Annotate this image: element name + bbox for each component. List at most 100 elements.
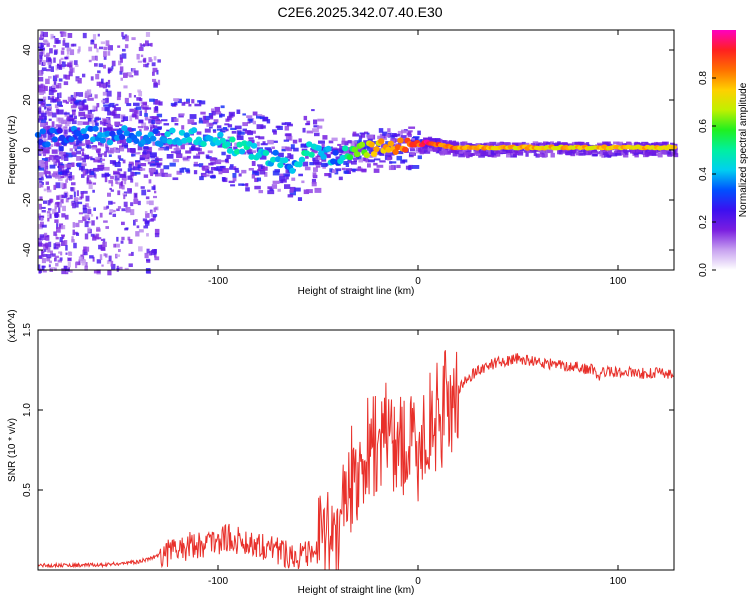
spectrogram-cell: [347, 151, 354, 156]
spectrogram-cell: [140, 54, 144, 58]
spectrogram-cell: [55, 263, 59, 267]
spectrogram-cell: [96, 48, 99, 53]
spectrogram-cell: [61, 61, 66, 67]
spectrogram-cell: [99, 120, 103, 125]
spectrogram-cell: [43, 200, 48, 204]
spectrogram-cell: [597, 142, 602, 145]
spectrogram-cell: [256, 141, 260, 147]
spectrogram-cell: [43, 249, 47, 252]
spectrogram-cell: [357, 155, 362, 160]
spectrogram-ridge-point: [99, 137, 107, 144]
spectrogram-cell: [41, 175, 44, 179]
spectrogram-cell: [128, 93, 132, 98]
spectrogram-ridge-point: [330, 158, 337, 165]
spectrogram-cell: [42, 251, 45, 254]
spectrogram-cell: [95, 73, 100, 80]
spectrogram-cell: [42, 243, 46, 247]
spectrogram-cell: [72, 43, 77, 47]
spectrogram-ridge-point: [207, 135, 214, 142]
spectrogram-cell: [198, 120, 203, 124]
spectrogram-cell: [56, 201, 61, 208]
spectrogram-cell: [117, 155, 122, 159]
spectrogram-y-ticks: -40 -20 0 20 40: [22, 44, 674, 257]
spectrogram-cell: [43, 169, 47, 175]
spectrogram-cell: [172, 177, 179, 181]
spectrogram-cell: [70, 98, 76, 101]
spectrogram-cell: [149, 200, 154, 206]
spectrogram-cell: [51, 121, 55, 128]
spectrogram-cell: [69, 171, 73, 178]
spectrogram-cell: [142, 107, 149, 110]
spectrogram-cell: [55, 84, 60, 89]
spectrogram-cell: [486, 142, 493, 148]
spectrogram-cell: [221, 177, 226, 182]
spectrogram-cell: [49, 154, 54, 161]
spectrogram-cell: [72, 102, 78, 108]
spectrogram-cell: [390, 138, 397, 144]
spectrogram-cell: [98, 63, 104, 68]
spectrogram-cell: [148, 179, 152, 184]
spectrogram-cell: [649, 150, 657, 155]
spectrogram-cell: [82, 169, 87, 176]
spectrogram-ridge-point: [246, 140, 253, 147]
spectrogram-cell: [160, 168, 164, 174]
spectrogram-cell: [351, 161, 357, 165]
spectrogram-cell: [38, 98, 43, 104]
spectrogram-cell: [156, 113, 163, 118]
spectrogram-cell: [220, 105, 225, 109]
spectrogram-ridge-point: [126, 137, 133, 144]
spectrogram-cell: [283, 139, 290, 142]
spectrogram-cell: [514, 150, 519, 156]
spectrogram-cell: [72, 222, 76, 228]
spectrogram-cell: [236, 109, 241, 114]
spectrogram-cell: [540, 151, 545, 155]
spectrogram-cell: [343, 161, 348, 165]
spectrogram-cell: [541, 153, 547, 158]
spectrogram-cell: [80, 192, 84, 199]
spectrogram-cell: [70, 43, 74, 47]
spectrogram-cell: [580, 142, 587, 147]
spectrogram-cell: [121, 32, 124, 37]
spectrogram-cell: [72, 229, 75, 236]
spectrogram-cell: [142, 150, 147, 155]
spectrogram-cell: [187, 119, 195, 125]
spectrogram-cell: [232, 176, 237, 182]
spectrogram-cell: [317, 118, 325, 122]
spectrogram-cell: [122, 193, 127, 196]
spectrogram-cell: [124, 267, 129, 271]
spectrogram-cell: [78, 111, 86, 117]
spectrogram-cell: [152, 67, 158, 73]
spectrogram-cell: [102, 241, 107, 248]
spectrogram-cell: [84, 265, 88, 271]
spectrogram-cell: [40, 99, 46, 103]
spectrogram-cell: [102, 153, 107, 156]
spectrogram-cell: [386, 133, 390, 137]
spectrogram-cell: [101, 173, 107, 178]
spectrogram-cell: [567, 149, 572, 153]
spectrogram-cell: [143, 63, 147, 68]
spectrogram-cell: [578, 152, 586, 156]
spectrogram-ridge-point: [75, 130, 83, 137]
spectrogram-cell: [152, 78, 157, 82]
spectrogram-cell: [224, 158, 229, 162]
spectrogram-cell: [49, 164, 56, 169]
spectrogram-cell: [99, 212, 103, 218]
spectrogram-cell: [252, 111, 258, 116]
spectrogram-cell: [55, 64, 59, 71]
spectrogram-cell: [446, 142, 453, 146]
spectrogram-cell: [352, 131, 357, 136]
spectrogram-cell: [48, 106, 52, 110]
spectrogram-cell: [41, 265, 46, 268]
spectrogram-cell: [69, 114, 74, 118]
spectrogram-ridge-point: [238, 148, 246, 155]
spectrogram-cell: [46, 103, 52, 107]
spectrogram-cell: [53, 171, 61, 175]
spectrogram-cell: [133, 219, 136, 226]
spectrogram-cell: [267, 190, 275, 195]
spectrogram-cell: [424, 138, 431, 141]
spectrogram-cell: [96, 81, 101, 86]
spectrogram-cell: [252, 150, 257, 153]
spectrogram-cell: [44, 106, 50, 109]
spectrogram-cell: [150, 124, 155, 129]
spectrogram-cell: [138, 168, 146, 171]
